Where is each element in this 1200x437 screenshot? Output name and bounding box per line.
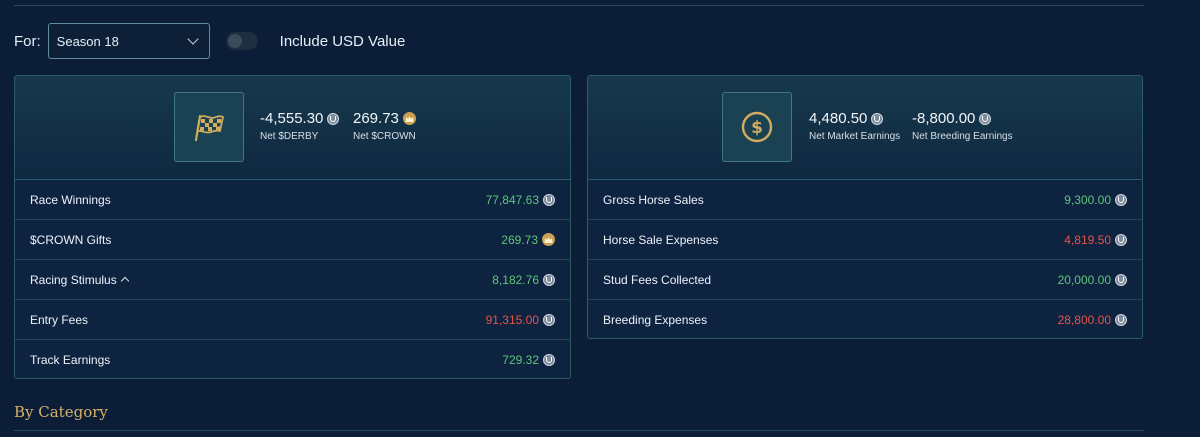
net-market-value: 4,480.50: [809, 110, 868, 127]
row-entry-fees: Entry Fees 91,315.00: [15, 300, 570, 340]
net-market-label: Net Market Earnings: [809, 131, 901, 142]
derby-coin-icon: [543, 313, 555, 326]
row-label: Track Earnings: [30, 353, 111, 367]
derby-coin-icon: [1115, 273, 1127, 286]
market-card-header: $ 4,480.50 Net Market Earnings -8,800.00…: [588, 76, 1142, 180]
row-label: Racing Stimulus: [30, 272, 117, 287]
row-label: Entry Fees: [30, 312, 89, 327]
net-derby-label: Net $DERBY: [260, 131, 319, 142]
row-label: Breeding Expenses: [603, 313, 708, 327]
crown-coin-icon: [402, 112, 416, 125]
net-breeding-value: -8,800.00: [912, 110, 976, 127]
row-breeding-expenses: Breeding Expenses 28,800.00: [588, 300, 1142, 338]
row-label: Race Winnings: [30, 192, 111, 207]
row-amount: 20,000.00: [1058, 273, 1127, 287]
usd-toggle[interactable]: [225, 32, 258, 50]
row-value: 8,182.76: [492, 272, 539, 287]
net-breeding-label: Net Breeding Earnings: [912, 131, 1013, 142]
net-market-stat: 4,480.50 Net Market Earnings: [809, 110, 900, 142]
row-value: 9,300.00: [1064, 192, 1111, 207]
row-amount: 8,182.76: [492, 273, 555, 287]
row-label: Stud Fees Collected: [603, 272, 712, 287]
net-crown-label: Net $CROWN: [353, 131, 416, 142]
derby-coin-icon: [543, 273, 555, 286]
racing-card-header: -4,555.30 Net $DERBY 269.73 Net $CROWN: [15, 76, 570, 180]
toggle-knob: [227, 34, 242, 48]
row-amount: 28,800.00: [1058, 313, 1127, 327]
row-amount: 9,300.00: [1064, 193, 1127, 207]
section-divider: [14, 430, 1144, 431]
derby-coin-icon: [543, 193, 555, 206]
chevron-down-icon: [187, 33, 199, 45]
row-value: 4,819.50: [1064, 232, 1111, 247]
row-amount: 269.73: [501, 233, 555, 247]
season-select[interactable]: Season 18: [47, 23, 210, 59]
row-stud-fees-collected: Stud Fees Collected 20,000.00: [588, 260, 1142, 300]
derby-coin-icon: [979, 112, 992, 125]
checkered-flag-icon: [194, 114, 225, 142]
for-label: For:: [14, 32, 41, 50]
racing-earnings-card: -4,555.30 Net $DERBY 269.73 Net $CROWN R…: [14, 75, 571, 379]
derby-coin-icon: [1115, 233, 1127, 246]
row-gross-horse-sales: Gross Horse Sales 9,300.00: [588, 180, 1142, 220]
chevron-up-icon[interactable]: [120, 276, 129, 286]
market-earnings-card: $ 4,480.50 Net Market Earnings -8,800.00…: [587, 75, 1143, 339]
row-race-winnings: Race Winnings 77,847.63: [15, 180, 570, 220]
row-value: 28,800.00: [1057, 313, 1111, 327]
net-crown-stat: 269.73 Net $CROWN: [353, 110, 416, 142]
market-icon-box: $: [722, 92, 792, 162]
racing-icon-box: [174, 92, 244, 162]
derby-coin-icon: [543, 354, 555, 366]
derby-coin-icon: [871, 112, 884, 125]
net-derby-value: -4,555.30: [260, 110, 324, 127]
derby-coin-icon: [1115, 314, 1127, 326]
net-breeding-stat: -8,800.00 Net Breeding Earnings: [912, 110, 1013, 142]
row-value: 269.73: [501, 232, 538, 247]
svg-text:$: $: [751, 118, 763, 138]
row-crown-gifts: $CROWN Gifts 269.73: [15, 220, 570, 260]
row-label-group: Racing Stimulus: [30, 272, 129, 287]
crown-coin-icon: [542, 233, 555, 246]
usd-toggle-label: Include USD Value: [279, 32, 406, 50]
section-title: By Category: [14, 403, 108, 421]
derby-coin-icon: [327, 112, 340, 125]
row-value: 729.32: [502, 353, 539, 367]
row-amount: 4,819.50: [1064, 233, 1127, 247]
season-select-value: Season 18: [56, 33, 119, 49]
row-label: $CROWN Gifts: [30, 232, 112, 247]
row-amount: 91,315.00: [486, 313, 555, 327]
filter-bar: For: Season 18 Include USD Value: [14, 22, 405, 60]
row-horse-sale-expenses: Horse Sale Expenses 4,819.50: [588, 220, 1142, 260]
row-value: 91,315.00: [485, 312, 539, 327]
net-crown-value: 269.73: [353, 110, 399, 127]
row-label: Horse Sale Expenses: [603, 232, 719, 247]
row-racing-stimulus[interactable]: Racing Stimulus 8,182.76: [15, 260, 570, 300]
row-value: 20,000.00: [1057, 272, 1111, 287]
row-amount: 77,847.63: [486, 193, 555, 207]
dollar-coin-icon: $: [741, 111, 773, 143]
net-derby-stat: -4,555.30 Net $DERBY: [260, 110, 340, 142]
row-amount: 729.32: [502, 353, 555, 367]
derby-coin-icon: [1115, 193, 1127, 206]
row-track-earnings: Track Earnings 729.32: [15, 340, 570, 378]
top-divider: [14, 5, 1144, 6]
row-value: 77,847.63: [485, 192, 539, 207]
row-label: Gross Horse Sales: [603, 192, 704, 207]
